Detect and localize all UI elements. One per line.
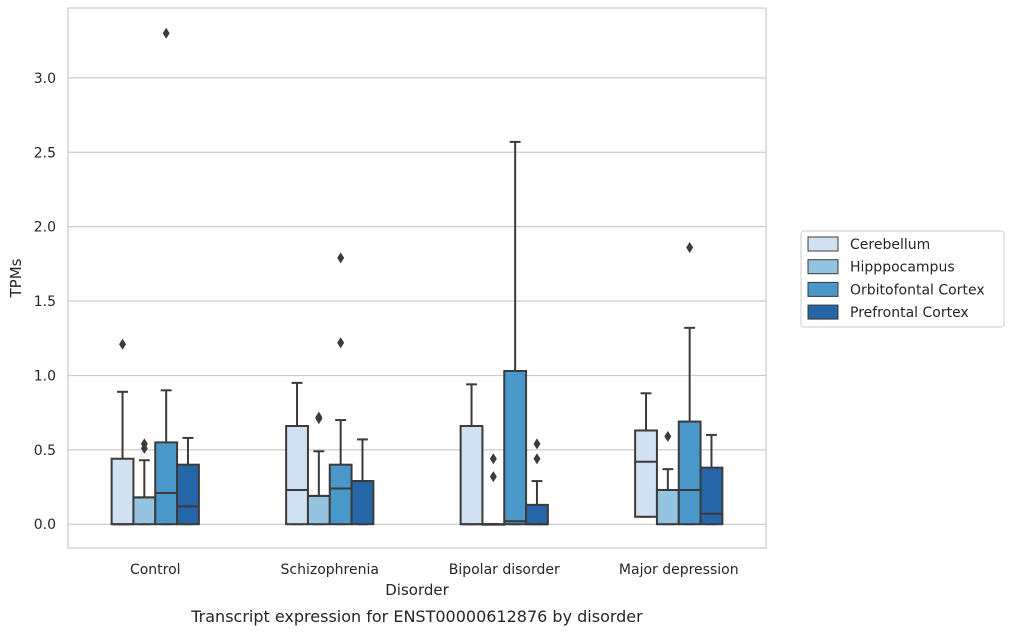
box-body (459, 425, 484, 526)
x-axis-ticks: Control Schizophrenia Bipolar disorder Majo… (130, 562, 739, 578)
box-prefrontal-cortex (176, 436, 200, 526)
outlier-point (315, 411, 323, 423)
legend-label: Cerebellum (850, 237, 930, 253)
legend-swatch (807, 236, 839, 252)
legend-label: Hipppocampus (850, 260, 955, 276)
legend-swatch (807, 304, 839, 320)
outlier-point (337, 337, 345, 349)
x-tick-label: Bipolar disorder (449, 562, 560, 578)
y-tick-label: 3.0 (34, 71, 56, 87)
outlier-point (162, 27, 170, 39)
box-orbitofontal-cortex (328, 252, 353, 526)
chart-caption: Transcript expression for ENST0000061287… (190, 607, 643, 626)
y-axis-label: TPMs (7, 258, 25, 298)
plot-area (67, 7, 767, 549)
box-body (328, 463, 353, 526)
box-cerebellum (459, 383, 484, 526)
box-body (306, 494, 331, 526)
y-gridlines (68, 77, 766, 525)
box-body (525, 503, 549, 526)
legend: Cerebellum Hipppocampus Orbitofontal Corte… (800, 230, 1005, 328)
box-orbitofontal-cortex (154, 27, 179, 526)
legend-swatch (807, 259, 839, 275)
box-body (176, 463, 200, 526)
box-hipppocampus (655, 430, 680, 526)
box-cerebellum (110, 338, 135, 526)
legend-label: Orbitofontal Cortex (850, 282, 985, 298)
box-prefrontal-cortex (350, 438, 375, 526)
y-axis-ticks: 0.0 0.5 1.0 1.5 2.0 2.5 3.0 (34, 71, 56, 533)
outlier-point (140, 438, 148, 450)
y-tick-label: 0.5 (34, 443, 56, 459)
box-body (285, 425, 309, 526)
legend-frame (800, 230, 1005, 328)
x-tick-label: Schizophrenia (281, 562, 379, 578)
box-prefrontal-cortex (699, 433, 724, 526)
outlier-point (533, 453, 541, 465)
box-cerebellum (285, 381, 309, 526)
box-body (154, 441, 179, 526)
box-hipppocampus (306, 411, 331, 526)
box-body (350, 480, 375, 526)
box-body (677, 420, 702, 526)
y-tick-label: 0.0 (34, 517, 56, 533)
box-body (110, 457, 135, 526)
legend-label: Prefrontal Cortex (850, 305, 969, 321)
box-body (655, 488, 680, 526)
box-orbitofontal-cortex (677, 242, 702, 526)
box-prefrontal-cortex (525, 438, 549, 526)
y-tick-label: 1.5 (34, 294, 56, 310)
outlier-point (119, 338, 127, 350)
outlier-point (533, 438, 541, 450)
outlier-point (489, 471, 497, 483)
box-body (132, 496, 157, 526)
outlier-point (686, 242, 694, 254)
box-body (634, 429, 658, 518)
legend-swatch (807, 281, 839, 297)
y-tick-label: 2.0 (34, 220, 56, 236)
box-body (699, 466, 724, 526)
outlier-point (489, 453, 497, 465)
box-groups (110, 27, 724, 526)
x-tick-label: Control (130, 562, 181, 578)
box-cerebellum (634, 392, 658, 518)
x-axis-label: Disorder (385, 581, 449, 599)
box-hipppocampus (132, 438, 157, 526)
box-body (503, 369, 528, 526)
outlier-point (337, 252, 345, 264)
outlier-point (664, 430, 672, 442)
y-tick-label: 2.5 (34, 145, 56, 161)
box-hipppocampus (481, 453, 506, 526)
x-tick-label: Major depression (619, 562, 739, 578)
box-orbitofontal-cortex (503, 140, 528, 526)
y-tick-label: 1.0 (34, 368, 56, 384)
